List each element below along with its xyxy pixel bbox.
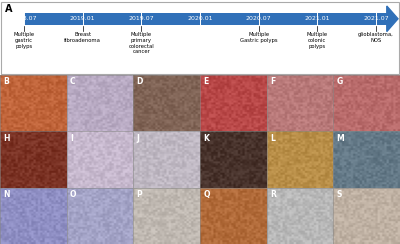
Text: Q: Q — [203, 190, 210, 199]
FancyBboxPatch shape — [24, 13, 387, 25]
Text: A: A — [5, 4, 12, 14]
Text: glioblastoma,
NOS: glioblastoma, NOS — [358, 32, 394, 43]
FancyBboxPatch shape — [1, 1, 399, 74]
Text: 2020.01: 2020.01 — [187, 16, 213, 21]
Text: S: S — [337, 190, 342, 199]
Text: P: P — [137, 190, 142, 199]
Text: E: E — [203, 77, 208, 86]
Text: L: L — [270, 134, 275, 143]
Text: D: D — [137, 77, 143, 86]
Text: 2018.07: 2018.07 — [11, 16, 37, 21]
Text: 2020.07: 2020.07 — [246, 16, 272, 21]
Text: 2021.01: 2021.01 — [304, 16, 330, 21]
Text: Breast
fibroadenoma: Breast fibroadenoma — [64, 32, 101, 43]
Text: G: G — [337, 77, 343, 86]
Text: K: K — [203, 134, 209, 143]
Text: J: J — [137, 134, 140, 143]
Text: Multiple
colonic
polyps: Multiple colonic polyps — [307, 32, 328, 49]
Text: B: B — [3, 77, 9, 86]
Text: O: O — [70, 190, 76, 199]
Text: C: C — [70, 77, 76, 86]
Text: 2019.07: 2019.07 — [128, 16, 154, 21]
Text: 2019.01: 2019.01 — [70, 16, 96, 21]
Text: I: I — [70, 134, 73, 143]
Text: M: M — [337, 134, 344, 143]
Text: Multiple
primary
colorectal
cancer: Multiple primary colorectal cancer — [128, 32, 154, 54]
Text: F: F — [270, 77, 275, 86]
Text: 2021.07: 2021.07 — [363, 16, 389, 21]
Text: Multiple
Gastric polyps: Multiple Gastric polyps — [240, 32, 278, 43]
Text: N: N — [3, 190, 10, 199]
FancyArrow shape — [387, 6, 398, 31]
Text: H: H — [3, 134, 10, 143]
Text: Multiple
gastric
polyps: Multiple gastric polyps — [14, 32, 34, 49]
Text: R: R — [270, 190, 276, 199]
